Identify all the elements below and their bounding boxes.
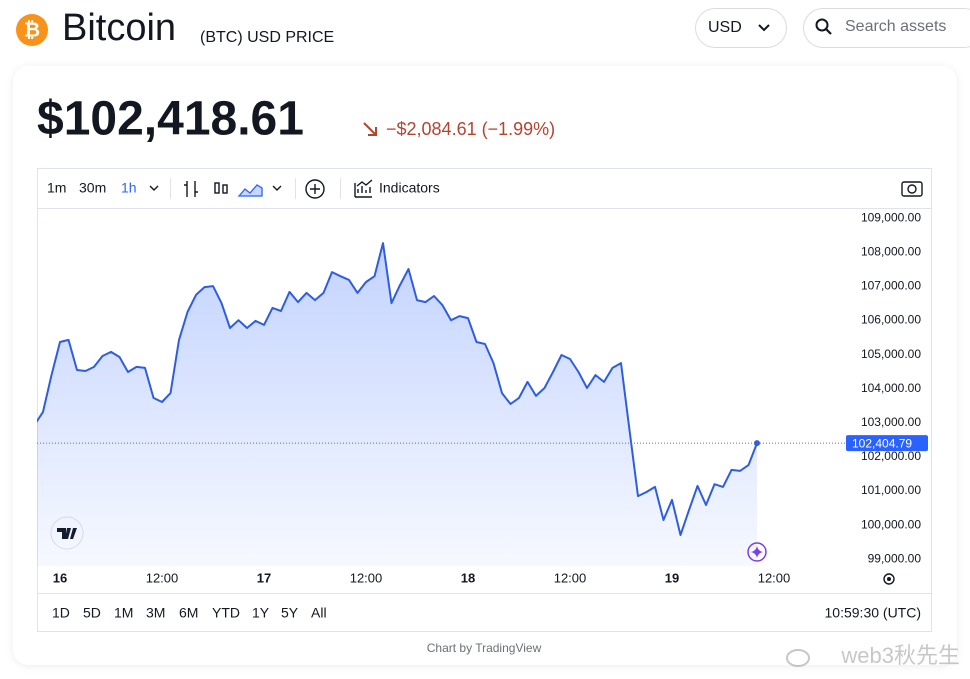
range-button[interactable]: 5Y: [281, 605, 299, 621]
candle-icon-2[interactable]: [222, 184, 228, 194]
range-button[interactable]: YTD: [212, 605, 240, 621]
range-button[interactable]: 1D: [52, 605, 70, 621]
range-button[interactable]: 1M: [114, 605, 133, 621]
coin-icon: [16, 14, 48, 46]
y-tick-label: 102,000.00: [861, 449, 921, 463]
coin-symbol: ₿: [24, 19, 40, 41]
last-price-label: 102,404.79: [852, 436, 912, 450]
interval-chevron[interactable]: [149, 185, 159, 191]
currency-select[interactable]: [695, 8, 787, 48]
x-tick-label: 18: [461, 570, 475, 585]
camera-lens: [907, 184, 917, 194]
range-button[interactable]: 5D: [83, 605, 101, 621]
bar-style-icon[interactable]: [184, 181, 198, 197]
plot: [37, 242, 758, 566]
interval-button[interactable]: 1m: [47, 180, 66, 196]
y-tick-label: 106,000.00: [861, 313, 921, 327]
area-style-icon[interactable]: [237, 184, 263, 197]
price-change: −$2,084.61 (−1.99%): [386, 119, 555, 139]
x-tick-label: 17: [257, 570, 271, 585]
settings-dot: [887, 577, 891, 581]
x-tick-label: 12:00: [758, 570, 791, 585]
chevron: [758, 24, 770, 32]
y-tick-label: 105,000.00: [861, 347, 921, 361]
candle-icon[interactable]: [214, 182, 220, 194]
asset-subtitle: (BTC) USD PRICE: [200, 29, 334, 46]
price-line: [37, 242, 758, 536]
compare-icon[interactable]: [305, 179, 325, 199]
y-tick-label: 100,000.00: [861, 517, 921, 531]
style-chevron[interactable]: [272, 185, 282, 191]
x-tick-label: 16: [53, 570, 67, 585]
indicators-button[interactable]: Indicators: [379, 180, 440, 196]
currency-label: USD: [708, 19, 742, 36]
x-tick-label: 19: [665, 570, 679, 585]
x-tick-label: 12:00: [350, 570, 383, 585]
area: [37, 243, 757, 566]
asset-title: Bitcoin: [62, 7, 176, 49]
x-tick-label: 12:00: [146, 570, 179, 585]
y-tick-label: 108,000.00: [861, 244, 921, 258]
credit: Chart by TradingView: [427, 641, 542, 655]
watermark-icon: [786, 649, 810, 667]
y-tick-label: 99,000.00: [868, 551, 922, 565]
x-tick-label: 12:00: [554, 570, 587, 585]
search-icon-handle: [825, 28, 832, 35]
search-icon: [815, 18, 829, 32]
y-tick-label: 101,000.00: [861, 483, 921, 497]
indicators-icon[interactable]: [354, 179, 373, 198]
camera-icon[interactable]: [901, 181, 923, 197]
y-tick-label: 109,000.00: [861, 210, 921, 224]
compare-plus: [310, 184, 320, 194]
interval-button[interactable]: 1h: [121, 180, 137, 196]
range-button[interactable]: All: [311, 605, 327, 621]
y-tick-label: 104,000.00: [861, 381, 921, 395]
last-price-tag: [846, 435, 928, 452]
current-price: $102,418.61: [37, 93, 304, 146]
y-tick-label: 103,000.00: [861, 415, 921, 429]
interval-button[interactable]: 30m: [79, 180, 106, 196]
watermark: web3秋先生: [840, 643, 960, 668]
watermark-group: web3秋先生: [786, 643, 960, 668]
search-placeholder: Search assets: [845, 18, 946, 35]
settings-icon[interactable]: [883, 573, 895, 585]
range-button[interactable]: 6M: [179, 605, 198, 621]
range-button[interactable]: 3M: [146, 605, 165, 621]
clock: 10:59:30 (UTC): [825, 605, 921, 621]
search-box[interactable]: [803, 8, 970, 48]
down-arrow: [363, 122, 377, 136]
toolbar: Indicators: [149, 178, 923, 199]
y-tick-label: 107,000.00: [861, 279, 921, 293]
range-button[interactable]: 1Y: [252, 605, 270, 621]
